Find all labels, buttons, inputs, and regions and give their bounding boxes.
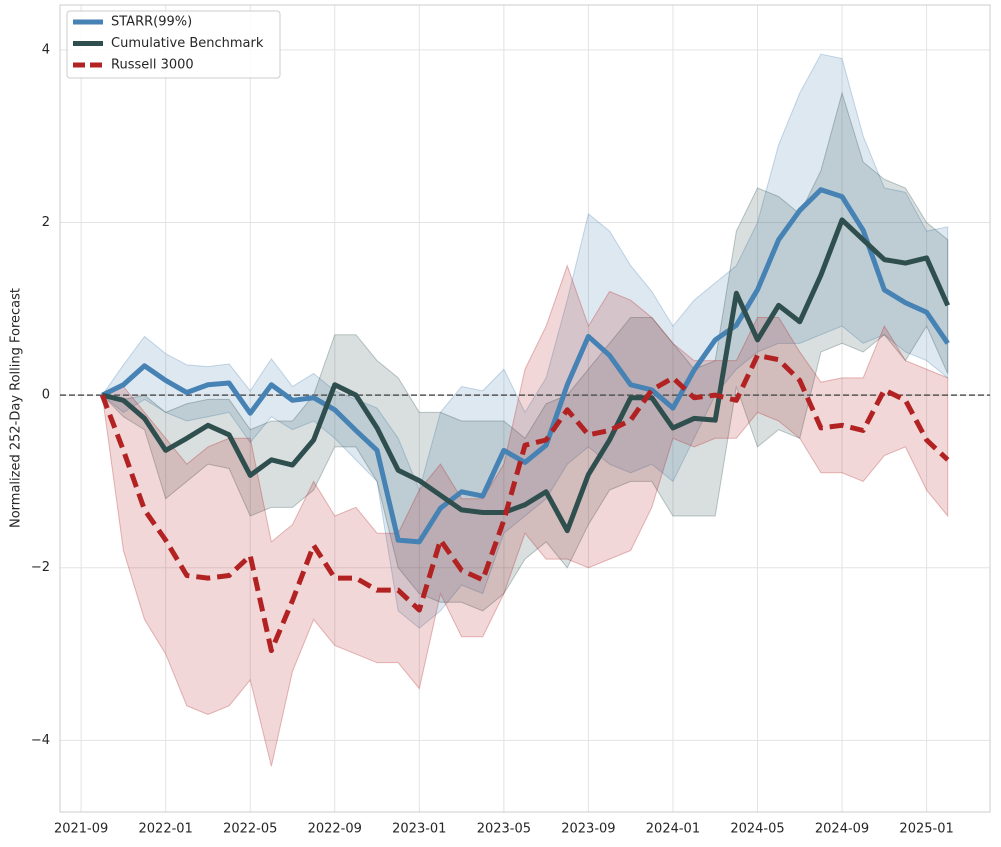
- x-tick-label: 2021-09: [54, 822, 108, 837]
- y-tick-label: 2: [42, 215, 50, 230]
- legend-label: Russell 3000: [111, 58, 194, 73]
- x-tick-label: 2023-05: [477, 822, 531, 837]
- legend-label: Cumulative Benchmark: [111, 36, 264, 51]
- y-tick-label: −4: [31, 733, 50, 748]
- x-tick-label: 2023-01: [392, 822, 446, 837]
- x-tick-label: 2025-01: [899, 822, 953, 837]
- y-axis-label: Normalized 252-Day Rolling Forecast: [9, 288, 24, 528]
- x-tick-label: 2024-05: [730, 822, 784, 837]
- y-tick-label: −2: [31, 560, 50, 575]
- x-tick-label: 2022-09: [308, 822, 362, 837]
- confidence-band: [100, 91, 949, 612]
- y-tick-label: 4: [42, 42, 50, 57]
- confidence-band: [101, 264, 949, 767]
- x-tick-label: 2024-09: [815, 822, 869, 837]
- series-line: [99, 352, 950, 654]
- plot-frame: [59, 4, 991, 813]
- series-line: [101, 217, 951, 534]
- legend: STARR(99%) Cumulative Benchmark Russell 30…: [66, 10, 281, 79]
- x-tick-label: 2023-09: [561, 822, 615, 837]
- x-tick-label: 2022-01: [139, 822, 193, 837]
- legend-box: [66, 10, 281, 79]
- series-line: [101, 187, 950, 545]
- legend-label: STARR(99%): [111, 15, 192, 30]
- y-tick-label: 0: [42, 388, 50, 403]
- x-tick-label: 2024-01: [646, 822, 700, 837]
- x-tick-label: 2022-05: [223, 822, 277, 837]
